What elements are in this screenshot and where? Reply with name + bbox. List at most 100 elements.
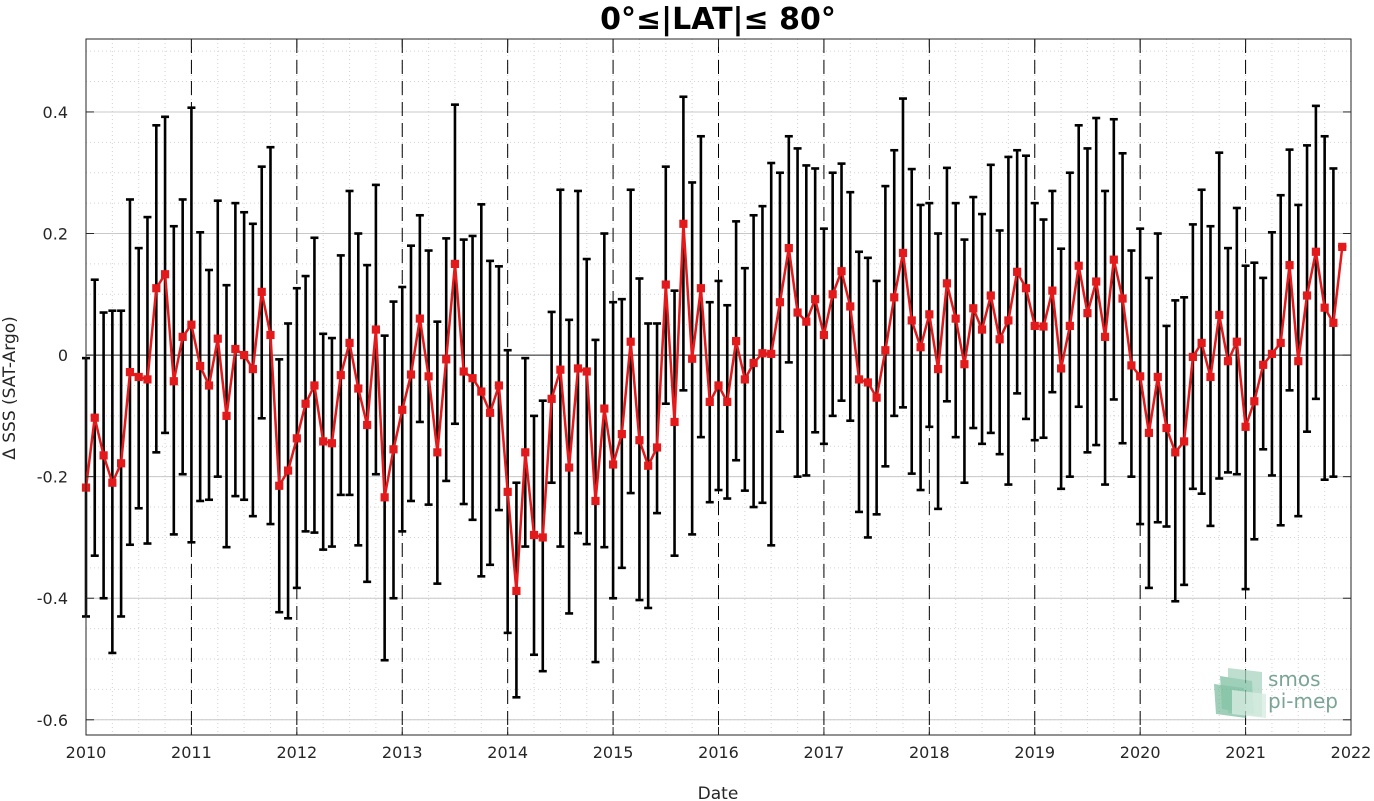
axes-layer (85, 38, 1352, 736)
data-point-marker (652, 443, 662, 452)
data-point-marker (933, 364, 943, 374)
x-tick-label: 2012 (276, 743, 317, 762)
data-point-marker (644, 461, 653, 470)
data-point-marker (196, 361, 205, 371)
data-point-marker (837, 267, 846, 276)
data-point-marker (547, 394, 556, 403)
data-point-marker (117, 459, 126, 468)
data-point-marker (485, 408, 495, 417)
data-point-marker (1241, 422, 1250, 431)
data-point-marker (749, 358, 758, 368)
x-tick-label: 2017 (804, 743, 845, 762)
data-point-marker (521, 448, 530, 457)
data-point-marker (565, 463, 574, 472)
data-point-marker (898, 248, 908, 258)
data-point-marker (1118, 294, 1127, 303)
data-point-marker (1021, 284, 1031, 293)
data-point-marker (1065, 321, 1074, 331)
data-point-marker (600, 404, 609, 413)
data-point-marker (705, 397, 714, 406)
data-point-marker (1232, 337, 1241, 346)
data-point-marker (108, 478, 117, 487)
data-point-marker (494, 381, 504, 390)
y-tick-label: 0.2 (43, 225, 68, 244)
chart-title: 0°≤|LAT|≤ 80° (600, 2, 836, 37)
data-point-marker (266, 330, 275, 340)
data-point-marker (99, 451, 108, 460)
data-point-marker (784, 244, 793, 253)
data-point-marker (951, 314, 960, 323)
data-point-marker (231, 344, 240, 354)
data-point-marker (1276, 338, 1285, 348)
data-point-marker (398, 405, 407, 414)
data-point-marker (152, 284, 161, 293)
data-point-marker (977, 325, 987, 334)
data-point-marker (1197, 338, 1206, 348)
x-tick-label: 2013 (382, 743, 423, 762)
data-point-marker (1074, 261, 1083, 270)
data-point-marker (1215, 310, 1224, 320)
data-point-marker (1294, 357, 1303, 366)
x-tick-label: 2022 (1331, 743, 1372, 762)
tick-label-layer: 2010 2011 2012 2013 2014 2015 2016 2017 2018 2019… (37, 103, 1372, 762)
data-point-marker (1267, 349, 1277, 358)
data-point-marker (854, 375, 864, 384)
series-line (84, 222, 1344, 593)
data-point-marker (1188, 352, 1197, 362)
data-point-marker (732, 337, 741, 346)
data-point-marker (371, 325, 380, 334)
data-point-marker (1338, 242, 1347, 251)
data-point-marker (767, 349, 776, 358)
y-tick-label: -0.2 (37, 468, 68, 487)
data-point-marker (775, 298, 785, 307)
x-tick-label: 2021 (1225, 743, 1266, 762)
data-point-marker (90, 413, 99, 422)
data-point-marker (301, 399, 310, 408)
data-point-marker (1109, 255, 1118, 264)
data-point-marker (222, 411, 231, 420)
data-point-marker (1285, 261, 1294, 270)
marker-layer (81, 219, 1347, 596)
data-point-marker (881, 346, 890, 355)
data-point-marker (661, 280, 670, 289)
data-point-marker (995, 335, 1004, 344)
data-point-marker (134, 372, 143, 382)
y-tick-label: -0.6 (37, 711, 68, 730)
data-point-marker (240, 350, 249, 360)
data-point-marker (1057, 364, 1066, 373)
logo-text-line1: smos (1268, 667, 1321, 691)
data-point-marker (1039, 322, 1048, 331)
data-point-marker (1206, 372, 1215, 382)
data-point-marker (723, 397, 732, 406)
data-point-marker (327, 439, 337, 448)
data-point-marker (248, 364, 257, 374)
data-point-marker (556, 365, 565, 374)
x-tick-label: 2018 (909, 743, 950, 762)
smos-pi-mep-logo: smos pi-mep (1214, 667, 1338, 718)
data-point-marker (178, 332, 187, 341)
data-point-marker (925, 310, 934, 319)
data-point-marker (529, 530, 539, 540)
data-point-marker (863, 378, 872, 387)
x-tick-label: 2011 (171, 743, 212, 762)
data-point-marker (468, 374, 477, 383)
data-point-marker (1250, 397, 1259, 406)
data-point-marker (960, 360, 969, 369)
data-point-marker (1171, 448, 1180, 457)
data-point-marker (758, 349, 767, 358)
data-point-marker (319, 437, 328, 446)
data-point-marker (1013, 267, 1022, 276)
data-point-marker (986, 291, 995, 300)
data-point-marker (819, 330, 829, 340)
x-axis-label: Date (698, 784, 739, 801)
x-tick-label: 2015 (593, 743, 634, 762)
data-point-marker (828, 290, 837, 299)
y-tick-label: 0 (58, 346, 68, 365)
data-point-marker (1004, 316, 1013, 325)
data-point-marker (204, 381, 214, 390)
data-point-marker (125, 368, 135, 377)
data-point-marker (714, 381, 723, 390)
data-point-marker (424, 372, 433, 381)
data-point-marker (811, 295, 820, 304)
